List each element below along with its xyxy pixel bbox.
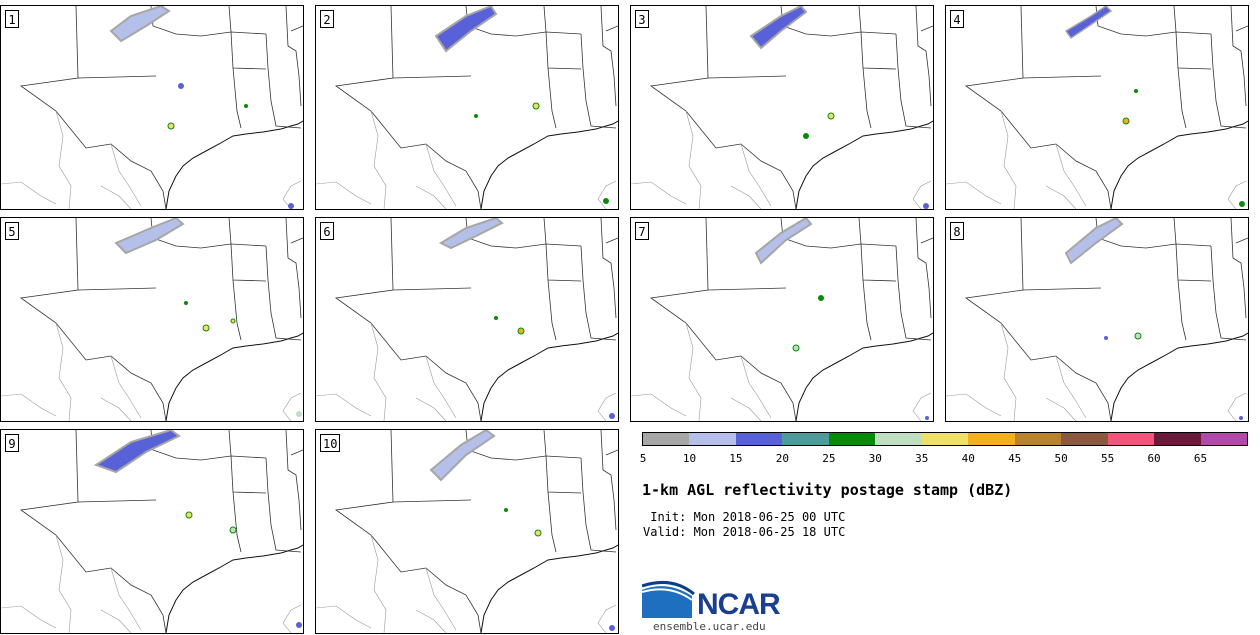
stamp-panel-8: 8	[945, 217, 1249, 422]
colorbar-tick-label: 30	[868, 452, 882, 465]
basemap-1	[1, 6, 303, 209]
colorbar-segment	[1154, 433, 1201, 445]
reflectivity-colorbar	[642, 432, 1248, 446]
colorbar-tick-label: 50	[1054, 452, 1068, 465]
init-time: Init: Mon 2018-06-25 00 UTC	[643, 510, 846, 524]
panel-label: 6	[320, 222, 334, 240]
colorbar-segment	[782, 433, 829, 445]
stamp-panel-9: 9	[0, 429, 304, 634]
panel-label: 2	[320, 10, 334, 28]
basemap-5	[1, 218, 303, 421]
stamp-panel-7: 7	[630, 217, 934, 422]
colorbar-segment	[643, 433, 690, 445]
colorbar-segment	[689, 433, 736, 445]
colorbar-tick-label: 55	[1100, 452, 1115, 465]
colorbar-tick-label: 20	[775, 452, 789, 465]
panel-label: 3	[635, 10, 649, 28]
basemap-6	[316, 218, 618, 421]
colorbar-tick-label: 40	[961, 452, 975, 465]
basemap-4	[946, 6, 1248, 209]
stamp-panel-5: 5	[0, 217, 304, 422]
valid-time: Valid: Mon 2018-06-25 18 UTC	[643, 525, 846, 539]
basemap-10	[316, 430, 618, 633]
ncar-logo-text: NCAR	[697, 588, 781, 621]
panel-label: 1	[5, 10, 19, 28]
colorbar-segment	[921, 433, 969, 445]
stamp-panel-10: 10	[315, 429, 619, 634]
basemap-8	[946, 218, 1248, 421]
basemap-7	[631, 218, 933, 421]
panel-label: 4	[950, 10, 964, 28]
colorbar-segment	[828, 433, 876, 445]
panel-label: 5	[5, 222, 19, 240]
colorbar-tick-label: 45	[1008, 452, 1022, 465]
site-url: ensemble.ucar.edu	[653, 620, 766, 633]
panel-label: 7	[635, 222, 649, 240]
panel-label: 8	[950, 222, 964, 240]
stamp-panel-1: 1	[0, 5, 304, 210]
colorbar-segment	[1061, 433, 1108, 445]
colorbar-tick-label: 60	[1147, 452, 1161, 465]
stamp-panel-4: 4	[945, 5, 1249, 210]
stamp-panel-2: 2	[315, 5, 619, 210]
colorbar-segment	[1014, 433, 1062, 445]
basemap-9	[1, 430, 303, 633]
colorbar-segment	[1107, 433, 1155, 445]
colorbar-tick-label: 35	[915, 452, 929, 465]
panel-label: 10	[320, 434, 341, 452]
colorbar-tick-label: 15	[729, 452, 743, 465]
colorbar-segment	[735, 433, 783, 445]
basemap-2	[316, 6, 618, 209]
stamp-panel-3: 3	[630, 5, 934, 210]
colorbar-segment	[875, 433, 922, 445]
colorbar-tick-label: 10	[682, 452, 697, 465]
colorbar-tick-label: 25	[822, 452, 836, 465]
colorbar-tick-label: 5	[639, 452, 647, 465]
ncar-logo-icon	[642, 580, 695, 618]
stamp-panel-6: 6	[315, 217, 619, 422]
panel-label: 9	[5, 434, 19, 452]
colorbar-segment	[968, 433, 1015, 445]
figure-title: 1-km AGL reflectivity postage stamp (dBZ…	[642, 481, 1013, 499]
colorbar-segment	[1200, 433, 1248, 445]
basemap-3	[631, 6, 933, 209]
colorbar-tick-label: 65	[1193, 452, 1208, 465]
